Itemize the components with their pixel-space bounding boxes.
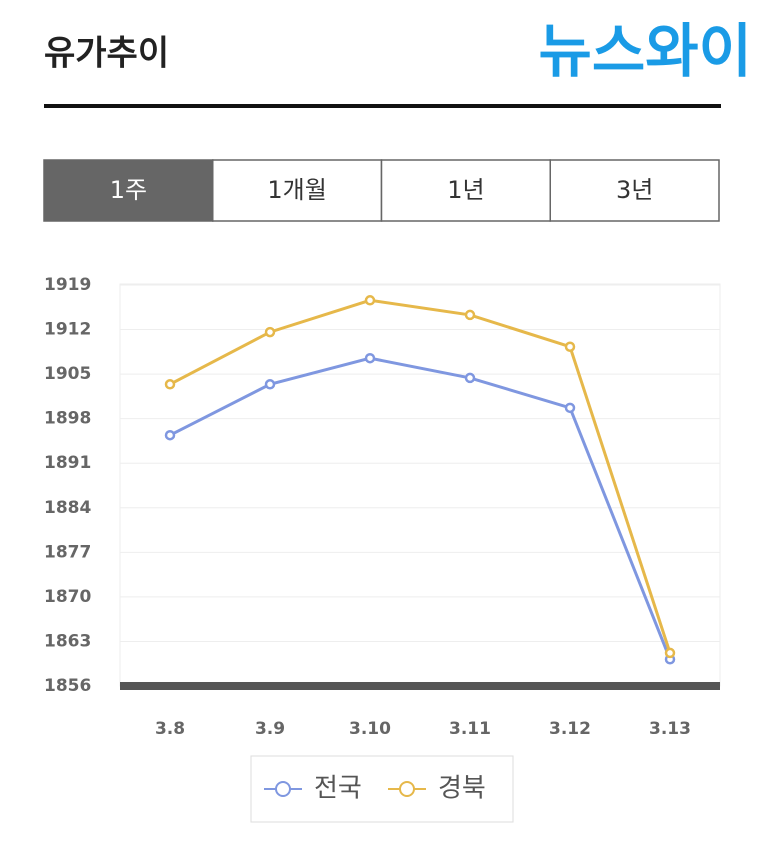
tab[interactable]	[212, 159, 383, 222]
series-line	[169, 356, 672, 660]
data-point	[264, 379, 276, 390]
logo: 뉴스와이	[539, 17, 752, 85]
series-line	[169, 298, 672, 654]
data-point	[564, 341, 576, 352]
data-point	[164, 429, 176, 441]
legend-marker	[275, 781, 291, 797]
header-rule	[44, 104, 721, 108]
x-tick-label: 3.11	[449, 719, 491, 739]
tab-label[interactable]: 1주	[110, 176, 147, 204]
data-point	[464, 309, 476, 321]
y-tick-label: 1891	[44, 453, 91, 473]
tab[interactable]	[380, 159, 551, 222]
tab-label[interactable]: 1년	[447, 176, 484, 204]
x-tick-label: 3.13	[649, 719, 691, 739]
legend-label: 경북	[438, 774, 486, 804]
tab-bar: 1주 1개월 1년 3년	[43, 159, 720, 222]
y-tick-label: 1877	[44, 542, 91, 562]
y-tick-label: 1912	[44, 320, 91, 340]
data-point	[164, 379, 176, 390]
data-point	[364, 295, 376, 306]
tab[interactable]	[43, 159, 214, 222]
x-tick-label: 3.8	[155, 719, 185, 739]
y-tick-label: 1856	[44, 676, 91, 696]
tab[interactable]	[549, 159, 720, 222]
tab-label[interactable]: 3년	[616, 176, 653, 204]
y-tick-label: 1905	[44, 364, 91, 384]
plot-frame	[119, 283, 721, 687]
x-tick-label: 3.10	[349, 719, 391, 739]
tab-label[interactable]: 1개월	[267, 176, 326, 204]
x-tick-label: 3.9	[255, 719, 285, 739]
y-tick-label: 1919	[44, 275, 91, 295]
page-title: 유가추이	[44, 34, 169, 74]
y-tick-label: 1884	[44, 498, 91, 518]
data-point	[364, 352, 376, 364]
legend-marker	[399, 781, 415, 797]
data-point	[564, 402, 576, 414]
y-tick-label: 1870	[44, 587, 91, 607]
x-tick-label: 3.12	[549, 719, 591, 739]
legend-label: 전국	[314, 774, 362, 804]
y-tick-label: 1863	[44, 631, 91, 651]
y-tick-label: 1898	[44, 409, 91, 429]
data-point	[464, 372, 476, 384]
data-point	[264, 326, 276, 338]
data-point	[664, 647, 676, 659]
